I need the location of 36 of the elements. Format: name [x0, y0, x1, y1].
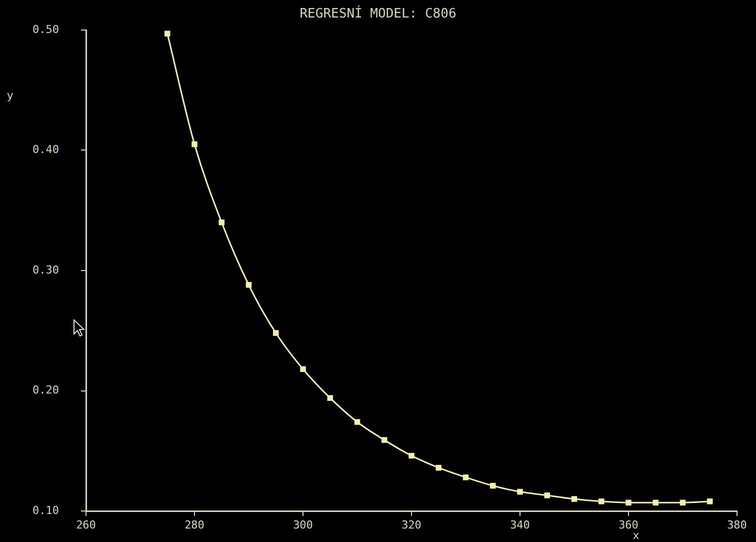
point — [517, 488, 523, 495]
point — [218, 220, 224, 226]
point — [436, 464, 442, 471]
y-tick-label: 0.10 — [32, 504, 59, 517]
point — [382, 437, 388, 443]
point — [327, 395, 333, 401]
point — [652, 500, 658, 506]
y-axis-title: y — [6, 88, 14, 102]
point — [571, 496, 578, 502]
x-tick-label: 320 — [402, 518, 422, 532]
x-tick-label: 340 — [510, 518, 530, 532]
point — [598, 498, 604, 504]
point — [544, 492, 550, 498]
point — [626, 500, 632, 506]
point — [408, 452, 414, 459]
y-tick-label: 0.50 — [32, 22, 59, 36]
point — [273, 330, 279, 336]
x-tick-label: 360 — [618, 518, 638, 532]
point — [680, 500, 686, 506]
point — [490, 482, 496, 489]
x-tick-label: 300 — [293, 518, 313, 532]
point — [300, 366, 306, 372]
point — [462, 474, 469, 480]
x-axis-title: x — [632, 528, 640, 542]
y-tick-label: 0.30 — [32, 263, 59, 276]
point — [164, 30, 170, 36]
point — [707, 498, 713, 504]
y-tick-label: 0.40 — [32, 143, 59, 156]
x-tick-label: 380 — [727, 518, 747, 532]
x-tick-label: 260 — [76, 518, 96, 532]
y-tick-label: 0.20 — [32, 384, 59, 397]
x-tick-label: 280 — [184, 518, 204, 532]
point — [246, 282, 252, 288]
point — [354, 419, 360, 425]
chart-title: REGRESNÍ MODEL: C806 — [300, 4, 456, 22]
point — [192, 141, 198, 148]
